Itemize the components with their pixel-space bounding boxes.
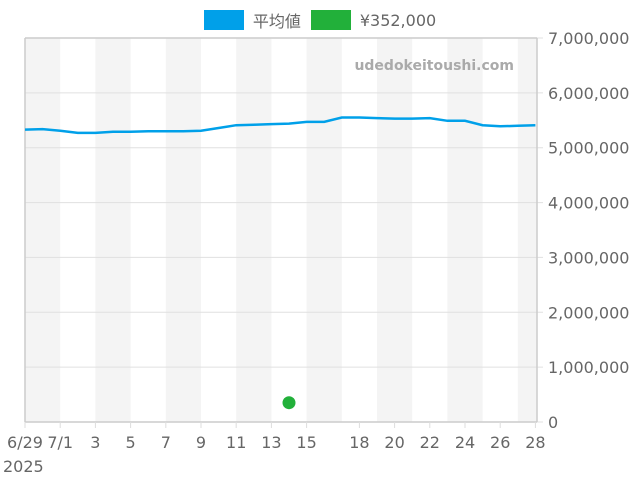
y-tick-label: 3,000,000 (548, 248, 629, 267)
legend-swatch-price (310, 10, 351, 30)
x-tick-label: 18 (349, 433, 369, 452)
x-tick-label: 13 (261, 433, 281, 452)
axes (24, 37, 538, 423)
x-tick-label: 26 (490, 433, 510, 452)
chart-legend: 平均値 ¥352,000 (0, 8, 640, 32)
y-tick-label: 1,000,000 (548, 358, 629, 377)
watermark: udedokeitoushi.com (354, 58, 514, 74)
legend-label-average: 平均値 (252, 12, 301, 31)
x-year-label: 2025 (3, 457, 44, 476)
legend-item-price[interactable]: ¥352,000 (310, 10, 437, 30)
x-tick-label: 5 (126, 433, 136, 452)
x-tick-label: 11 (226, 433, 246, 452)
y-axis-ticks: 0 1,000,000 2,000,000 3,000,000 4,000,000 5,0… (548, 29, 629, 432)
x-tick-label: 24 (455, 433, 475, 452)
x-tick-label: 7/1 (47, 433, 73, 452)
x-axis-ticks: 6/29 7/1 3 5 7 9 11 13 15 18 20 22 24 26 28 (7, 422, 546, 452)
x-tick-label: 15 (296, 433, 316, 452)
x-tick-label: 22 (420, 433, 440, 452)
price-point[interactable] (282, 396, 296, 410)
legend-swatch-average (203, 10, 244, 30)
weekend-bands (25, 38, 537, 422)
x-tick-label: 9 (196, 433, 206, 452)
x-tick-label: 28 (525, 433, 545, 452)
y-tick-label: 7,000,000 (548, 29, 629, 48)
y-tick-label: 0 (548, 413, 558, 432)
y-tick-label: 5,000,000 (548, 139, 629, 158)
y-tick-label: 6,000,000 (548, 84, 629, 103)
x-tick-label: 3 (90, 433, 100, 452)
x-tick-label: 20 (384, 433, 404, 452)
x-tick-label: 7 (161, 433, 171, 452)
average-line (24, 116, 536, 135)
y-tick-label: 4,000,000 (548, 194, 629, 213)
legend-label-price: ¥352,000 (359, 10, 437, 30)
legend-item-average[interactable]: 平均値 (203, 8, 301, 32)
price-points (282, 396, 296, 410)
x-tick-label: 6/29 (7, 433, 43, 452)
y-tick-label: 2,000,000 (548, 303, 629, 322)
